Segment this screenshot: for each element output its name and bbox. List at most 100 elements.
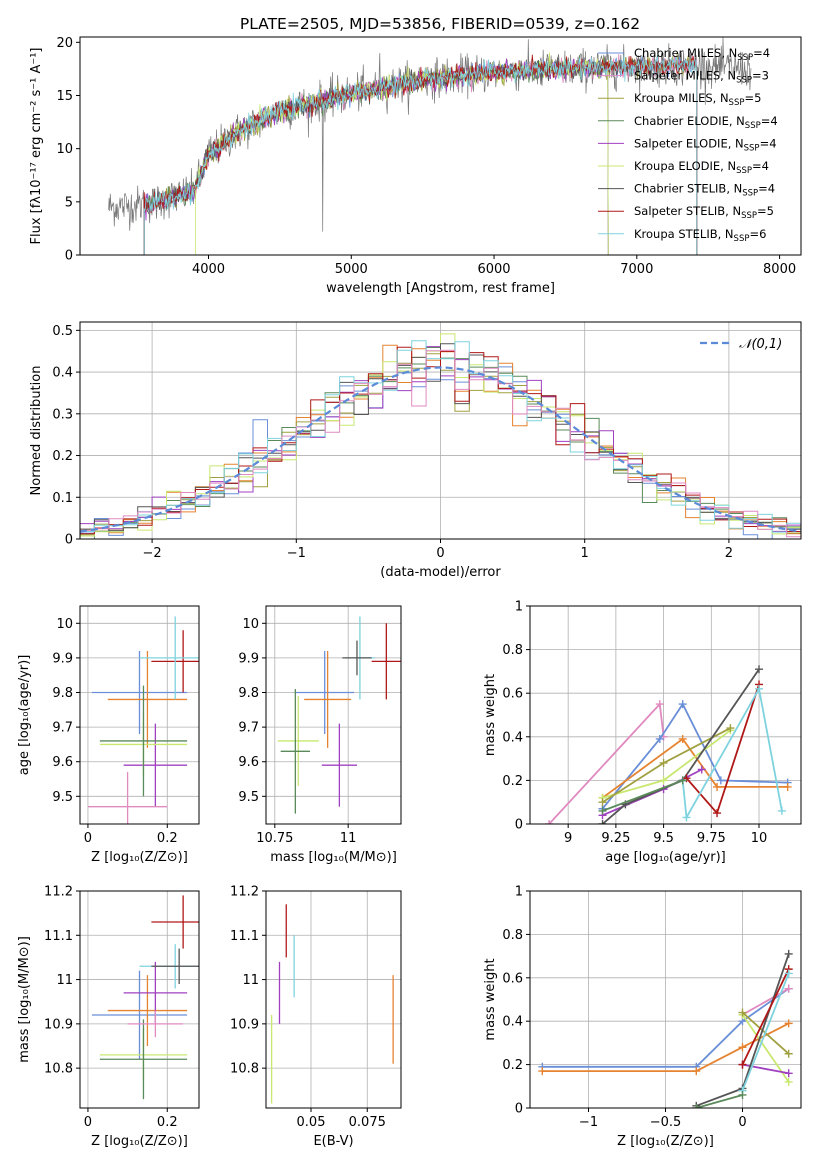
- legend-entry-name: Salpeter ELODIE, N: [634, 136, 744, 150]
- legend-entry-name: Chabrier STELIB, N: [634, 182, 742, 196]
- weight-marker: [784, 984, 793, 993]
- y-tick-label: 5: [65, 195, 73, 210]
- error-cross: [123, 723, 188, 807]
- x-tick-label: 9.5: [653, 831, 674, 846]
- legend-entry-suffix: =5: [744, 91, 761, 105]
- x-axis-label: Z [log₁₀(Z/Z⊙)]: [617, 1134, 714, 1149]
- weight-marker: [784, 1019, 793, 1028]
- x-tick-label: 6000: [477, 262, 510, 277]
- error-cross: [127, 1010, 184, 1038]
- x-tick-label: 0: [84, 831, 92, 846]
- legend-entry-sub: SSP: [736, 166, 752, 176]
- panel-age_mass: 10.75 11 9.5 9.6 9.7 9.8 9.9 10 mass [log₁₀(M/M⊙…: [238, 605, 402, 865]
- weight-marker: [726, 724, 735, 733]
- y-tick-label: 10.8: [44, 1062, 73, 1077]
- legend-entry: Salpeter ELODIE, NSSP=4: [634, 136, 777, 153]
- error-cross: [277, 695, 319, 786]
- y-tick-label: 10: [56, 142, 73, 157]
- weight-marker: [738, 1090, 747, 1099]
- weight-marker: [678, 700, 687, 709]
- legend-entry-name: Chabrier ELODIE, N: [634, 114, 745, 128]
- legend-entry-suffix: =4: [761, 114, 778, 128]
- legend-entry-sub: SSP: [741, 211, 757, 221]
- y-axis-label: mass weight: [483, 674, 498, 756]
- weight-line: [681, 686, 783, 821]
- legend-entry-sub: SSP: [744, 143, 760, 153]
- y-tick-label: 0.8: [502, 928, 523, 943]
- y-tick-label: 0: [65, 533, 73, 548]
- y-tick-label: 10: [56, 617, 73, 632]
- error-cross: [91, 650, 188, 735]
- weight-line: [741, 973, 790, 1091]
- weight-marker: [692, 1104, 701, 1108]
- y-tick-label: 0: [515, 1102, 523, 1117]
- weight-marker: [784, 949, 793, 958]
- weight-line: [602, 779, 684, 812]
- legend-entry: Kroupa MILES, NSSP=5: [634, 91, 761, 108]
- x-tick-label: 0: [436, 546, 444, 561]
- legend-entry-sub: SSP: [745, 121, 761, 131]
- residual-histogram: [80, 349, 801, 538]
- y-tick-label: 9.6: [238, 755, 259, 770]
- x-tick-label: 9: [564, 831, 572, 846]
- x-tick-label: −0.5: [650, 1115, 682, 1130]
- y-axis-label: Normed distribution: [29, 366, 44, 496]
- y-tick-label: 1: [515, 885, 523, 900]
- panel-residuals: 𝒩(0,1) −2 −1 0 1 2 0 0.1 0.2 0.3 0.4 0.5 (data-model…: [29, 321, 802, 580]
- error-cross: [139, 616, 199, 700]
- weight-line: [685, 684, 760, 815]
- x-tick-label: 2: [725, 546, 733, 561]
- weight-marker: [783, 782, 792, 791]
- y-tick-label: 10.9: [44, 1017, 73, 1032]
- y-axis-label: mass [log₁₀(M/M⊙)]: [17, 936, 32, 1063]
- y-tick-label: 0.3: [52, 407, 73, 422]
- y-tick-label: 0.1: [52, 491, 73, 506]
- axes-frame: [79, 36, 802, 256]
- plot-area: [108, 37, 752, 255]
- y-tick-label: 0.6: [502, 971, 523, 986]
- x-tick-label: 11: [340, 831, 357, 846]
- y-tick-label: 10.8: [230, 1062, 259, 1077]
- x-tick-label: 0.2: [157, 1115, 178, 1130]
- legend-entry-suffix: =3: [752, 69, 769, 83]
- y-tick-label: 0.2: [52, 449, 73, 464]
- plot-area: [277, 616, 401, 814]
- weight-marker: [755, 665, 764, 674]
- weight-line: [542, 1022, 790, 1072]
- plot-area: [270, 904, 394, 1104]
- legend-entry-sub: SSP: [737, 53, 753, 63]
- plot-area: [87, 616, 199, 824]
- weight-marker: [716, 776, 725, 785]
- y-tick-label: 15: [56, 89, 73, 104]
- error-cross: [304, 650, 352, 748]
- panel-weight_Z: −1 −0.5 0 0 0.2 0.4 0.6 0.8 1 Z [log₁₀(Z/Z⊙)] mass…: [483, 885, 802, 1149]
- model-spectrum: [143, 54, 698, 255]
- plot-area: [80, 333, 801, 539]
- error-cross: [107, 650, 188, 748]
- y-tick-label: 11.2: [44, 885, 73, 900]
- weight-marker: [784, 1077, 793, 1086]
- x-axis-label: mass [log₁₀(M/M⊙)]: [270, 850, 397, 865]
- legend-entry-name: Kroupa STELIB, N: [634, 227, 734, 241]
- y-tick-label: 0: [65, 249, 73, 264]
- axes-frame: [265, 890, 402, 1109]
- weight-marker: [692, 1067, 701, 1076]
- x-tick-label: 4000: [192, 262, 225, 277]
- weight-marker: [713, 782, 722, 791]
- panel-mass_ebv: 0.05 0.075 10.8 10.9 11 11.1 11.2 E(B-V): [230, 885, 402, 1149]
- y-axis-label: mass weight: [483, 958, 498, 1040]
- x-tick-label: −1: [287, 546, 306, 561]
- weight-marker: [738, 1060, 747, 1069]
- legend-entry: Kroupa STELIB, NSSP=6: [634, 227, 766, 244]
- weight-marker: [784, 969, 793, 978]
- figure-title: PLATE=2505, MJD=53856, FIBERID=0539, z=0…: [240, 15, 640, 33]
- error-cross: [151, 630, 199, 693]
- x-tick-label: 8000: [763, 262, 796, 277]
- legend-entry: Chabrier ELODIE, NSSP=4: [634, 114, 778, 131]
- legend-entry: Chabrier MILES, NSSP=4: [634, 46, 770, 63]
- y-tick-label: 0.5: [52, 324, 73, 339]
- weight-marker: [545, 820, 554, 824]
- x-axis-label: E(B-V): [313, 1134, 353, 1149]
- y-tick-label: 9.9: [52, 651, 73, 666]
- legend-entry: 𝒩(0,1): [739, 337, 782, 352]
